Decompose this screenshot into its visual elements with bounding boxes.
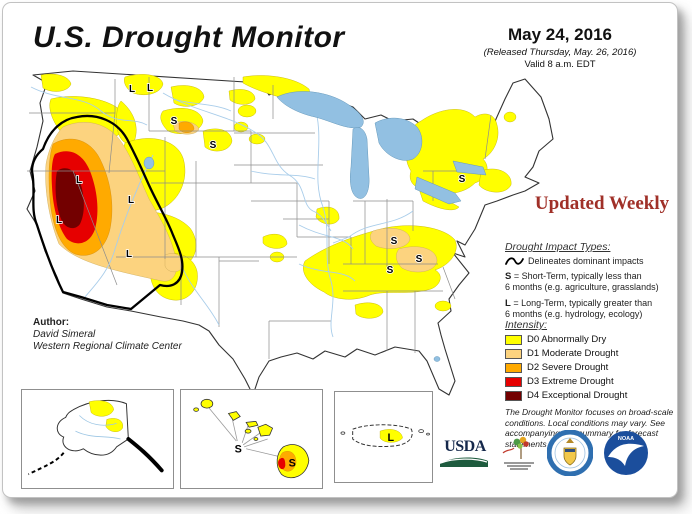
released-date: (Released Thursday, May. 26, 2016)	[483, 47, 637, 58]
impact-legend: Drought Impact Types: Delineates dominan…	[505, 241, 677, 325]
puerto-rico-d0-area	[379, 429, 403, 443]
usda-logo: USDA	[439, 438, 491, 468]
updated-weekly-banner: Updated Weekly	[534, 193, 670, 214]
rivers	[30, 86, 414, 338]
puerto-rico-inset: L	[334, 391, 433, 483]
author-block: Author: David Simeral Western Regional C…	[33, 317, 182, 353]
noaa-text: NOAA	[618, 436, 634, 442]
alaska-inset	[21, 389, 174, 489]
author-name: David Simeral	[33, 329, 96, 340]
d2-swatch	[505, 362, 522, 373]
author-org: Western Regional Climate Center	[33, 341, 182, 352]
label-mississippi: S	[387, 265, 394, 276]
alaska-outline	[56, 399, 129, 456]
d4-swatch	[505, 390, 522, 401]
d0-swatch	[505, 334, 522, 345]
label-northern-wyoming: S	[171, 116, 178, 127]
map-date: May 24, 2016	[508, 25, 612, 44]
impact-type-labels: L L S S L L L L S S S S	[55, 82, 466, 277]
legend-row-d3: D3 Extreme Drought	[505, 376, 677, 387]
ndmc-tree-icon	[502, 436, 529, 459]
drought-monitor-page: U.S. Drought Monitor May 24, 2016 (Relea…	[2, 2, 678, 498]
label-arizona: L	[126, 249, 132, 260]
d3-swatch	[505, 376, 522, 387]
drought-mitigation-center-logo	[501, 435, 537, 471]
d1-swatch	[505, 348, 522, 359]
alaska-d0-areas	[88, 400, 123, 432]
author-heading: Author:	[33, 317, 70, 328]
hawaii-d3-sliver	[278, 457, 286, 470]
commerce-seal-icon	[547, 430, 593, 476]
puerto-rico-label: L	[388, 432, 395, 444]
aleutian-islands	[27, 452, 65, 476]
label-pennsylvania: S	[459, 174, 466, 185]
ndmc-caption-line	[510, 468, 528, 470]
label-alabama-georgia: S	[416, 254, 423, 265]
label-northwest-nevada: L	[76, 175, 82, 186]
alaska-panhandle	[126, 437, 164, 473]
legend-row-d1: D1 Moderate Drought	[505, 348, 677, 359]
valid-time: Valid 8 a.m. EDT	[524, 59, 596, 70]
hawaii-island-label: S	[289, 457, 296, 469]
legend-row-d2: D2 Severe Drought	[505, 362, 677, 373]
delineates-text: Delineates dominant impacts	[528, 256, 644, 266]
legend-row-d4: D4 Exceptional Drought	[505, 390, 677, 401]
intensity-heading: Intensity:	[505, 319, 548, 331]
page-title: U.S. Drought Monitor	[33, 21, 345, 54]
hawaii-inset: S S	[180, 389, 323, 489]
impact-legend-heading: Drought Impact Types:	[505, 241, 611, 253]
intensity-legend: Intensity: D0 Abnormally Dry D1 Moderate…	[505, 319, 677, 404]
legend-row-d0: D0 Abnormally Dry	[505, 334, 677, 345]
usda-swoosh-icon	[440, 457, 488, 467]
label-central-montana: L	[147, 83, 153, 94]
great-lakes	[143, 91, 487, 362]
short-term-definition: S = Short-Term, typically less than 6 mo…	[505, 271, 659, 292]
label-western-montana: L	[129, 84, 135, 95]
label-california: L	[56, 215, 62, 226]
alaska-rivers	[75, 415, 121, 440]
hawaii-chain-label: S	[235, 444, 242, 456]
ndmc-caption-line	[507, 465, 531, 467]
impact-delineation-outline	[30, 114, 184, 311]
d4-exceptional-drought-area	[55, 168, 84, 229]
hawaii-pointer-lines	[207, 406, 280, 458]
long-term-definition: L = Long-Term, typically greater than 6 …	[505, 298, 653, 319]
ndmc-caption-line	[504, 462, 534, 464]
label-utah: L	[128, 195, 134, 206]
agency-logos: USDA	[439, 423, 671, 483]
label-eastern-wyoming: S	[210, 140, 217, 151]
label-tennessee: S	[391, 236, 398, 247]
puerto-rico-islets	[340, 429, 430, 436]
noaa-logo-icon: NOAA	[604, 431, 648, 475]
conus-drought-map: L L S S L L L L S S S S	[26, 70, 554, 396]
delineation-curve-icon	[505, 257, 524, 265]
date-block: May 24, 2016 (Released Thursday, May. 26…	[451, 25, 669, 70]
